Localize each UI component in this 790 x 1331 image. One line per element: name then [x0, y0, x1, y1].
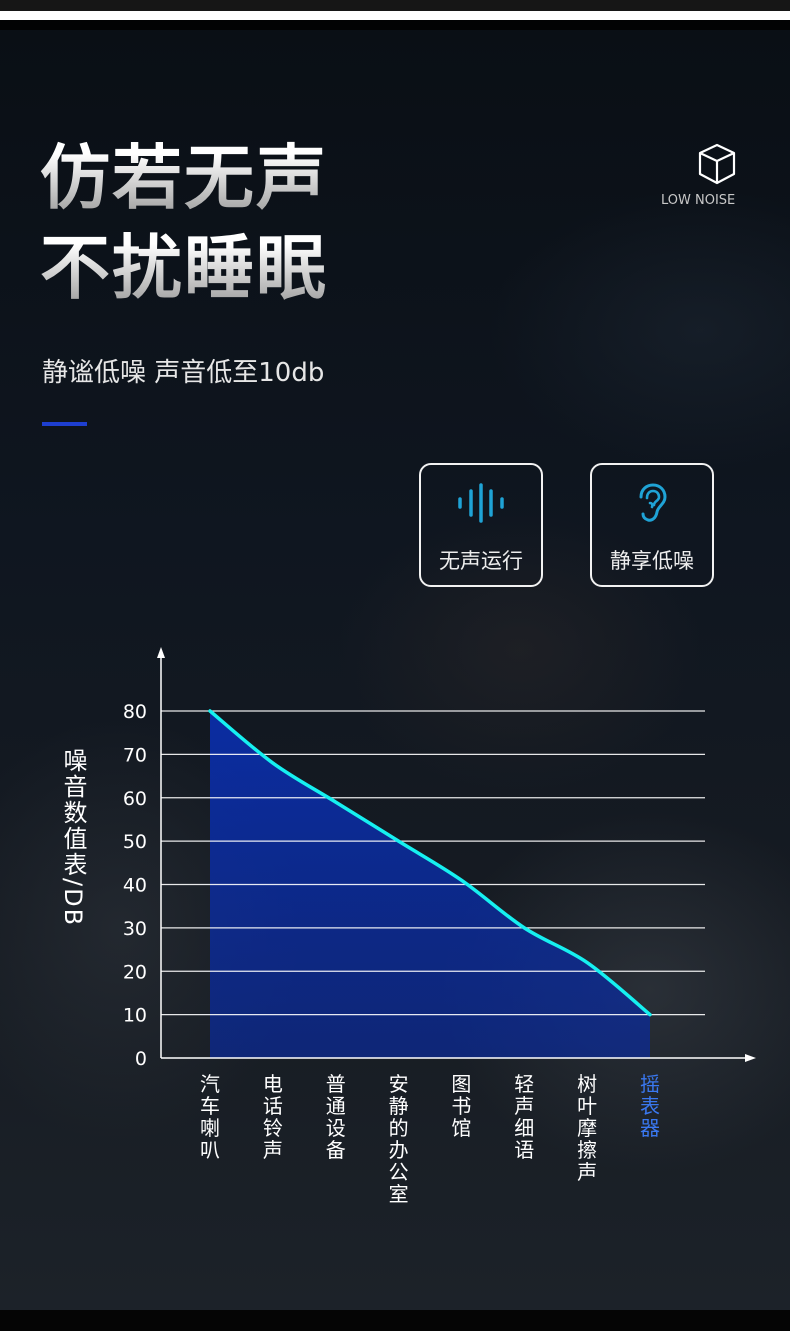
y-tick-label: 10	[123, 1005, 147, 1027]
y-tick-label: 20	[123, 961, 147, 983]
top-divider	[0, 11, 790, 20]
y-tick-label: 80	[123, 701, 147, 723]
subtitle: 静谧低噪 声音低至10db	[42, 358, 325, 388]
headline-line1: 仿若无声	[40, 137, 328, 219]
x-axis-arrow-icon	[745, 1054, 756, 1062]
x-category-label: 安静的办公室	[388, 1072, 409, 1206]
accent-bar	[42, 422, 87, 426]
x-category-label: 摇表器	[640, 1072, 660, 1140]
y-tick-label: 70	[123, 744, 147, 766]
x-category-label: 电话铃声	[262, 1072, 283, 1162]
feature-label: 静享低噪	[610, 549, 694, 573]
headline-line2: 不扰睡眠	[40, 227, 328, 309]
y-tick-label: 0	[135, 1048, 147, 1070]
bottom-bar	[0, 1310, 790, 1331]
y-axis-arrow-icon	[157, 647, 165, 658]
x-category-label: 普通设备	[325, 1072, 346, 1162]
top-bar	[0, 0, 790, 11]
y-tick-label: 50	[123, 831, 147, 853]
x-category-label: 汽车喇叭	[200, 1072, 220, 1162]
y-tick-label: 30	[123, 918, 147, 940]
background-photo	[0, 30, 790, 1310]
top-divider-dark	[0, 20, 790, 30]
feature-label: 无声运行	[439, 549, 523, 573]
x-category-label: 树叶摩擦声	[577, 1072, 598, 1184]
cube-icon	[698, 143, 736, 185]
x-category-label: 轻声细语	[514, 1072, 535, 1162]
y-axis-title: 噪音数值表/DB	[59, 748, 87, 928]
feature-card-silent: 无声运行	[419, 463, 543, 587]
noise-curve	[208, 709, 652, 1017]
sound-wave-icon	[458, 483, 504, 523]
y-tick-label: 60	[123, 788, 147, 810]
y-tick-label: 40	[123, 875, 147, 897]
ear-icon	[639, 483, 667, 522]
x-category-label: 图书馆	[451, 1072, 472, 1140]
low-noise-label: LOW NOISE	[661, 193, 736, 208]
feature-card-low-noise: 静享低噪	[590, 463, 714, 587]
